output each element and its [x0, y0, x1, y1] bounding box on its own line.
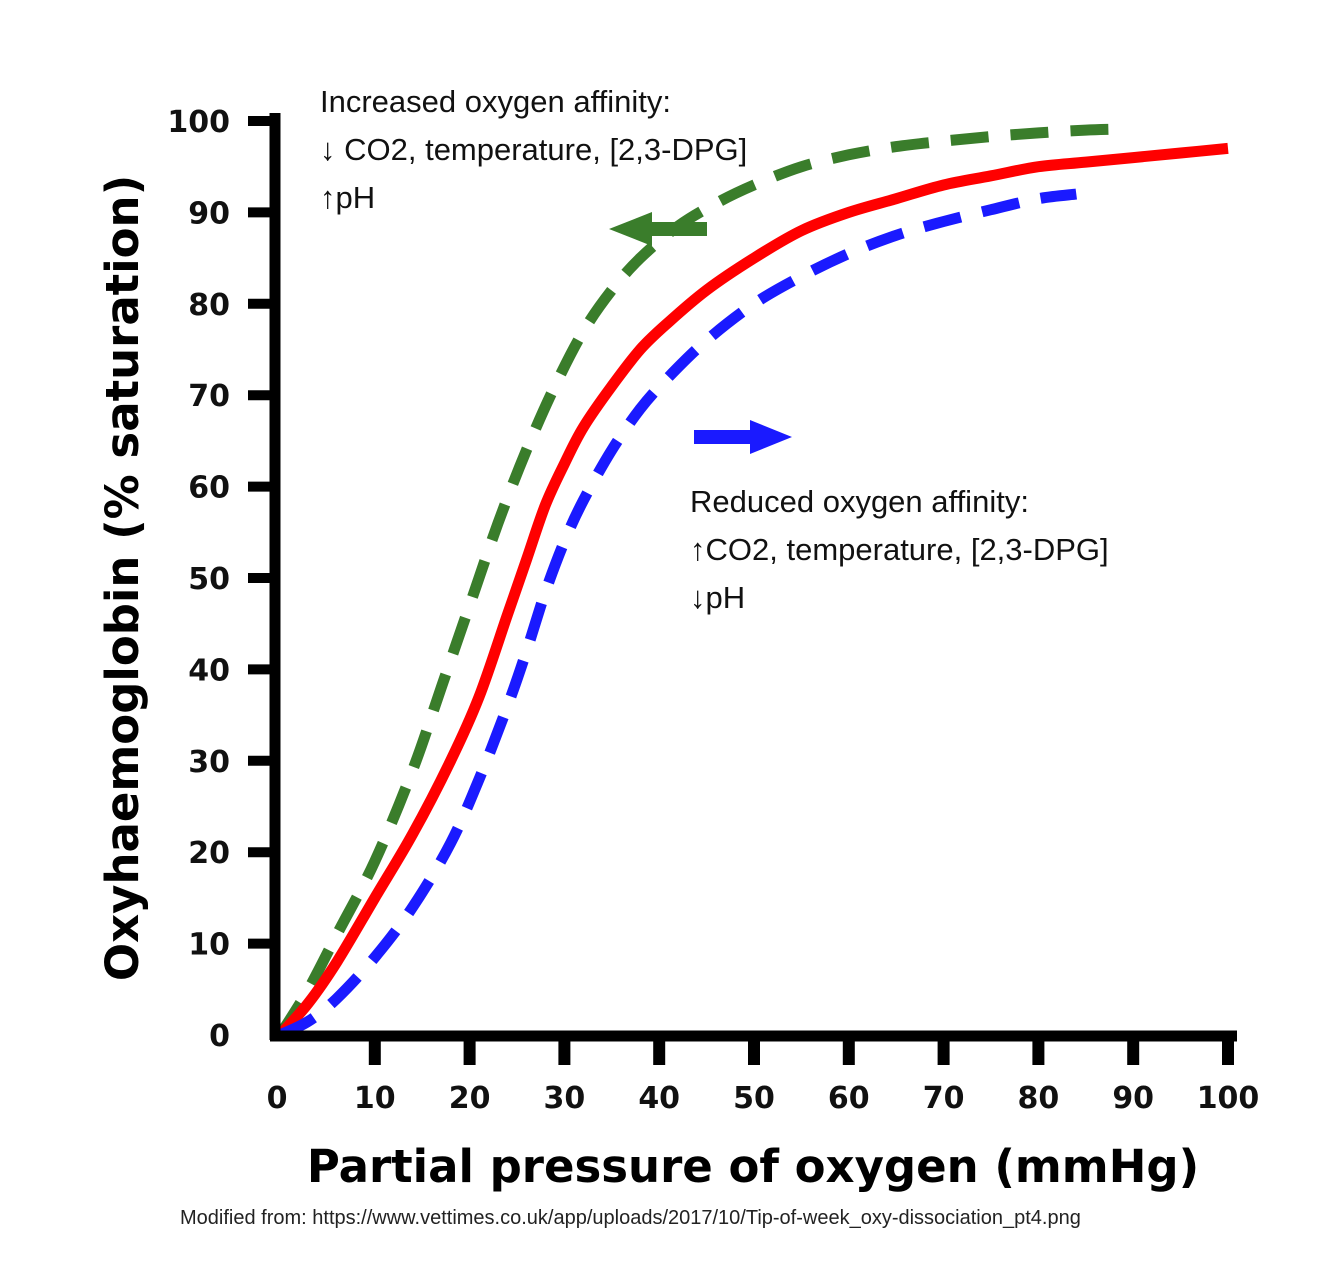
right-shift-curve	[277, 188, 1077, 1040]
y-tick-label: 40	[188, 653, 230, 688]
x-axis-title: Partial pressure of oxygen (mmHg)	[307, 1140, 1199, 1193]
x-tick-label: 80	[1018, 1081, 1060, 1116]
y-tick-label: 20	[188, 836, 230, 871]
x-tick-label: 10	[354, 1081, 396, 1116]
increased-affinity-line2: ↑pH	[320, 180, 375, 215]
increased-affinity-line1: ↓ CO2, temperature, [2,3-DPG]	[320, 132, 747, 167]
left-shift-arrow-icon	[609, 212, 707, 246]
x-tick-label: 90	[1112, 1081, 1154, 1116]
x-tick-label: 40	[638, 1081, 680, 1116]
y-tick-label: 10	[188, 928, 230, 963]
x-tick-label: 100	[1197, 1081, 1260, 1116]
y-tick-label: 70	[188, 379, 230, 414]
normal-curve	[275, 142, 1229, 1039]
right-arrow-body	[694, 430, 758, 444]
y-tick-label: 30	[188, 745, 230, 780]
y-tick-label: 60	[188, 471, 230, 506]
reduced-affinity-annotation: Reduced oxygen affinity: ↑CO2, temperatu…	[690, 484, 1109, 615]
x-tick-label: 0	[267, 1081, 288, 1116]
increased-affinity-title: Increased oxygen affinity:	[320, 84, 671, 119]
source-note: Modified from: https://www.vettimes.co.u…	[180, 1207, 1081, 1229]
y-tick-label: 90	[188, 196, 230, 231]
x-tick-label: 60	[828, 1081, 870, 1116]
left-shift-curve	[275, 123, 1115, 1038]
axes: 0 10 20 30 40 50 60 70 80 90 100 0 10 20 30 40 50 60 70 80…	[167, 105, 1259, 1116]
right-shift-arrow-icon	[694, 420, 792, 454]
y-tick-label: 0	[209, 1019, 230, 1054]
reduced-affinity-title: Reduced oxygen affinity:	[690, 484, 1029, 519]
x-tick-label: 70	[923, 1081, 965, 1116]
reduced-affinity-line2: ↓pH	[690, 580, 745, 615]
y-ticks: 0 10 20 30 40 50 60 70 80 90 100	[167, 105, 280, 1054]
x-tick-label: 50	[733, 1081, 775, 1116]
y-tick-label: 80	[188, 288, 230, 323]
x-tick-label: 20	[449, 1081, 491, 1116]
left-arrow-body	[645, 222, 707, 236]
y-axis-title: Oxyhaemoglobin (% saturation)	[96, 175, 149, 981]
left-arrow-head	[609, 212, 652, 246]
reduced-affinity-line1: ↑CO2, temperature, [2,3-DPG]	[690, 532, 1109, 567]
x-tick-label: 30	[544, 1081, 586, 1116]
y-tick-label: 50	[188, 562, 230, 597]
right-arrow-head	[750, 420, 792, 454]
x-ticks: 0 10 20 30 40 50 60 70 80 90 100	[267, 1035, 1260, 1116]
increased-affinity-annotation: Increased oxygen affinity: ↓ CO2, temper…	[320, 84, 747, 215]
y-tick-label: 100	[167, 105, 230, 140]
curves	[275, 123, 1229, 1040]
